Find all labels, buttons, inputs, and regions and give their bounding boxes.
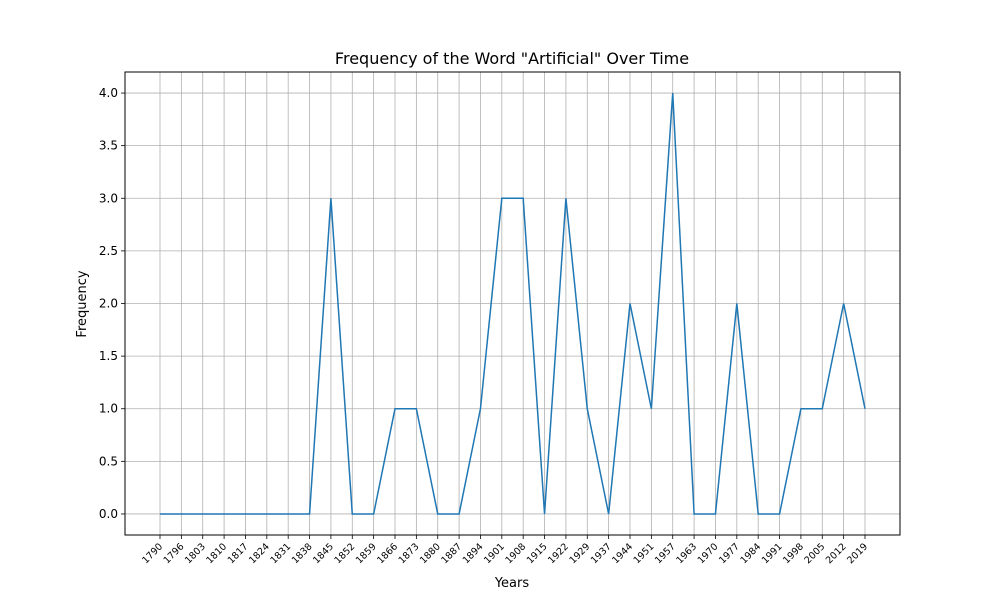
- x-tick-label: 1817: [226, 541, 251, 566]
- x-tick-label: 1873: [397, 541, 422, 566]
- y-tick-label: 0.5: [99, 454, 118, 468]
- x-axis-ticks: 1790179618031810181718241831183818451852…: [140, 535, 870, 566]
- x-tick-label: 1901: [482, 541, 507, 566]
- y-axis-label: Frequency: [75, 270, 90, 337]
- y-tick-label: 0.0: [99, 507, 118, 521]
- x-tick-label: 2005: [803, 541, 828, 566]
- y-tick-label: 3.5: [99, 139, 118, 153]
- x-tick-label: 1894: [461, 541, 486, 566]
- x-tick-label: 1957: [653, 541, 678, 566]
- x-tick-label: 1803: [183, 541, 208, 566]
- y-tick-label: 2.5: [99, 244, 118, 258]
- x-tick-label: 1852: [333, 541, 358, 566]
- grid: [125, 72, 900, 535]
- y-tick-label: 2.0: [99, 297, 118, 311]
- x-tick-label: 1951: [632, 541, 657, 566]
- y-tick-label: 1.5: [99, 349, 118, 363]
- x-tick-label: 1810: [204, 541, 229, 566]
- y-tick-label: 1.0: [99, 402, 118, 416]
- x-tick-label: 2019: [845, 541, 870, 566]
- x-tick-label: 1859: [354, 541, 379, 566]
- series-line: [160, 92, 866, 515]
- x-tick-label: 1908: [503, 541, 528, 566]
- x-tick-label: 1887: [439, 541, 464, 566]
- x-axis-label: Years: [494, 576, 530, 591]
- x-tick-label: 1984: [738, 541, 763, 566]
- x-tick-label: 1845: [311, 541, 336, 566]
- x-tick-label: 1922: [546, 541, 571, 566]
- x-tick-label: 1824: [247, 541, 272, 566]
- x-tick-label: 1796: [162, 541, 187, 566]
- x-tick-label: 1970: [696, 541, 721, 566]
- x-tick-label: 1944: [610, 541, 635, 566]
- x-tick-label: 1937: [589, 541, 614, 566]
- chart-title: Frequency of the Word "Artificial" Over …: [335, 49, 689, 68]
- x-tick-label: 1790: [140, 541, 165, 566]
- x-tick-label: 1991: [760, 541, 785, 566]
- x-tick-label: 1929: [568, 541, 593, 566]
- x-tick-label: 1838: [290, 541, 315, 566]
- x-tick-label: 1963: [674, 541, 699, 566]
- x-tick-label: 1915: [525, 541, 550, 566]
- x-tick-label: 1831: [268, 541, 293, 566]
- x-tick-label: 1977: [717, 541, 742, 566]
- y-tick-label: 3.0: [99, 191, 118, 205]
- y-axis-ticks: 0.0 0.5 1.0 1.5 2.0 2.5 3.0 3.5 4.0: [99, 86, 125, 521]
- x-tick-label: 1866: [375, 541, 400, 566]
- y-tick-label: 4.0: [99, 86, 118, 100]
- x-tick-label: 1880: [418, 541, 443, 566]
- x-tick-label: 2012: [824, 541, 849, 566]
- x-tick-label: 1998: [781, 541, 806, 566]
